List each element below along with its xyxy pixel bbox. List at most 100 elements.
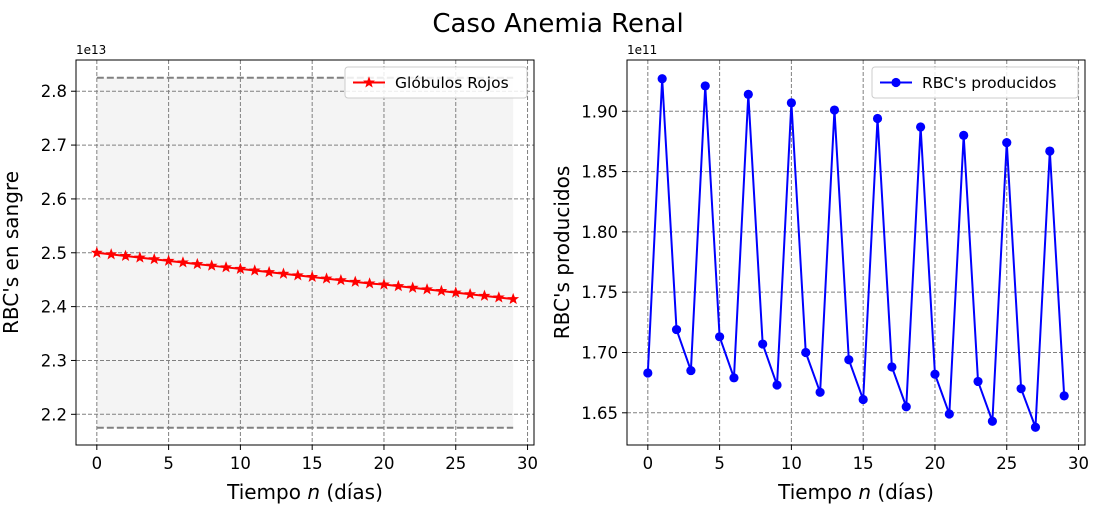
- rbc-produced-data-point: [844, 355, 854, 365]
- rbc-produced-data-point: [901, 402, 911, 412]
- rbc-blood-data-point: [306, 270, 319, 283]
- rbc-produced-data-point: [743, 89, 753, 99]
- rbc-blood-data-point: [191, 257, 204, 270]
- rbc-blood-data-point: [378, 278, 390, 290]
- produced-rbc-chart: 0 5 10 15 20 25 30 1.65 1.70 1.75 1.80 1.85 1.90 1e11…: [550, 43, 1089, 504]
- rbc-produced-data-point: [815, 387, 825, 397]
- rbc-blood-data-point: [478, 289, 491, 301]
- rbc-produced-legend-marker: [891, 77, 901, 88]
- rbc-produced-x-tick-label: 0: [643, 454, 654, 473]
- rbc-blood-y-tick-label: 2.4: [41, 298, 67, 317]
- rbc-blood-y-axis-label: RBC's en sangre: [0, 171, 23, 334]
- rbc-blood-y-tick-label: 2.5: [41, 244, 67, 263]
- rbc-produced-data-point: [643, 368, 653, 378]
- rbc-blood-x-axis-label: Tiempo n (días): [226, 480, 383, 504]
- rbc-produced-legend: RBC's producidos: [871, 66, 1079, 99]
- rbc-produced-y-tick-label: 1.80: [581, 223, 618, 242]
- rbc-blood-data-point: [320, 272, 333, 284]
- rbc-produced-y-tick-label: 1.75: [581, 283, 618, 302]
- rbc-produced-data-point: [858, 394, 868, 405]
- rbc-blood-grid: [76, 60, 534, 445]
- rbc-blood-data-point: [133, 251, 146, 263]
- rbc-produced-data-point: [1045, 146, 1055, 156]
- rbc-produced-data-point: [786, 98, 796, 108]
- rbc-blood-legend-box: [344, 66, 528, 99]
- rbc-produced-y-tick-label: 1.85: [581, 163, 618, 182]
- rbc-produced-data-point: [1016, 384, 1026, 394]
- rbc-blood-data-point: [220, 261, 232, 273]
- rbc-produced-data-point: [987, 416, 997, 426]
- rbc-produced-data-point: [944, 409, 954, 419]
- rbc-blood-data-point: [90, 246, 103, 258]
- figure-title: Caso Anemia Renal: [432, 9, 683, 39]
- rbc-produced-data-point: [729, 373, 739, 383]
- rbc-blood-data-point: [492, 291, 505, 303]
- rbc-blood-x-tick-label: 15: [302, 454, 323, 473]
- rbc-blood-data-point: [406, 281, 419, 293]
- rbc-produced-plot-frame: [626, 59, 1086, 446]
- rbc-produced-x-tick-label: 25: [996, 454, 1017, 473]
- rbc-blood-data-point: [105, 248, 118, 260]
- rbc-blood-data-point: [277, 267, 290, 279]
- rbc-blood-y-tick-label: 2.7: [41, 136, 67, 155]
- rbc-blood-x-tick-label: 5: [163, 454, 174, 473]
- rbc-blood-data-point: [162, 254, 175, 266]
- rbc-blood-x-tick-label: 0: [92, 454, 103, 473]
- rbc-produced-data-point: [671, 324, 682, 335]
- rbc-blood-x-tick-label: 30: [517, 454, 538, 473]
- rbc-blood-data-point: [449, 286, 462, 298]
- rbc-produced-y-axis-label: RBC's producidos: [550, 166, 574, 340]
- rbc-blood-data-point: [435, 284, 448, 297]
- rbc-produced-x-tick-label: 5: [714, 454, 725, 473]
- rbc-produced-data-point: [657, 74, 667, 84]
- rbc-produced-data-point: [829, 105, 840, 115]
- rbc-produced-data-point: [959, 130, 969, 140]
- rbc-blood-data-point: [177, 256, 189, 268]
- rbc-blood-data-point: [205, 259, 218, 271]
- rbc-blood-data-point: [464, 287, 477, 300]
- rbc-blood-y-tick-label: 2.2: [41, 405, 67, 424]
- rbc-blood-data-point: [363, 277, 376, 289]
- rbc-blood-data-point: [148, 252, 161, 265]
- rbc-produced-y-offset-label: 1e11: [627, 43, 657, 57]
- rbc-blood-legend-label: Glóbulos Rojos: [395, 74, 509, 92]
- rbc-produced-data-point: [758, 339, 768, 349]
- rbc-produced-x-tick-label: 15: [853, 454, 874, 473]
- rbc-blood-y-tick-label: 2.3: [41, 351, 67, 370]
- rbc-produced-data-point: [1002, 138, 1012, 148]
- rbc-blood-x-tick-label: 25: [445, 454, 466, 473]
- rbc-produced-x-tick-label: 30: [1068, 454, 1089, 473]
- rbc-blood-legend-marker: [363, 76, 375, 88]
- rbc-produced-data-point: [1059, 391, 1069, 401]
- rbc-blood-legend: Glóbulos Rojos: [344, 66, 528, 99]
- rbc-produced-data-point: [1030, 422, 1041, 432]
- rbc-produced-y-tick-label: 1.70: [581, 343, 618, 362]
- rbc-blood-data-point: [421, 283, 433, 295]
- rbc-blood-data-point: [392, 279, 405, 292]
- rbc-produced-x-tick-label: 20: [924, 454, 945, 473]
- rbc-blood-data-point: [248, 264, 261, 276]
- rbc-produced-x-axis-label: Tiempo n (días): [777, 480, 934, 504]
- rbc-produced-legend-label: RBC's producidos: [922, 74, 1056, 92]
- rbc-produced-data-point: [930, 369, 940, 379]
- rbc-blood-x-tick-label: 20: [373, 454, 394, 473]
- rbc-produced-data-point: [973, 376, 983, 387]
- rbc-blood-y-offset-label: 1e13: [76, 43, 106, 57]
- rbc-blood-y-tick-label: 2.8: [41, 82, 67, 101]
- rbc-produced-legend-box: [871, 66, 1079, 99]
- rbc-produced-data-point: [887, 362, 897, 372]
- rbc-blood-y-tick-label: 2.6: [41, 190, 67, 209]
- blood-rbc-chart: 0 5 10 15 20 25 30 2.2 2.3 2.4 2.5 2.6 2.7 2.8 1e13 Tie…: [0, 43, 538, 504]
- rbc-produced-data-point: [772, 380, 782, 390]
- rbc-blood-data-point: [234, 262, 247, 274]
- rbc-produced-data-point: [715, 332, 725, 342]
- rbc-blood-data-point: [349, 275, 362, 287]
- rbc-produced-grid: [627, 60, 1085, 445]
- rbc-blood-data-point: [291, 269, 304, 281]
- rbc-blood-data-point: [334, 273, 347, 286]
- rbc-produced-data-point: [686, 365, 696, 376]
- rbc-produced-data-point: [801, 347, 811, 358]
- rbc-produced-x-tick-label: 10: [781, 454, 802, 473]
- rbc-produced-data-point: [916, 122, 926, 132]
